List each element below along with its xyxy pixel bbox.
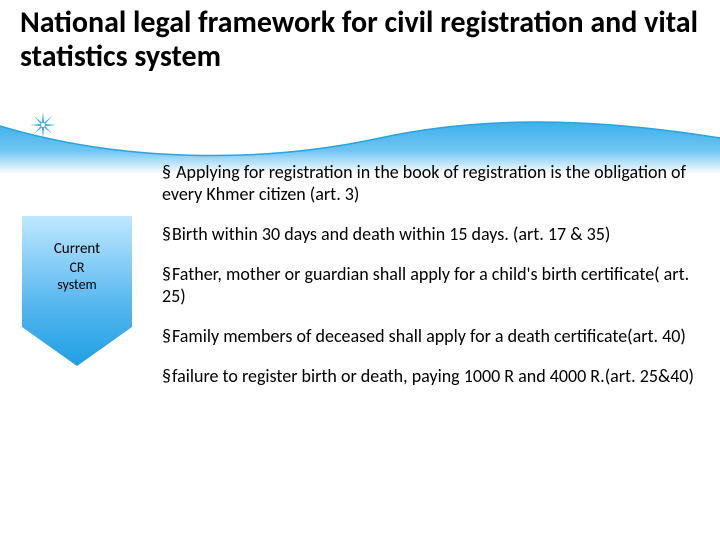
bullet-marker: § [162,224,172,246]
bullet-text: Applying for registration in the book of… [162,161,686,205]
bullet-text: Birth within 30 days and death within 15… [172,223,610,245]
bullet-item: §Father, mother or guardian shall apply … [162,264,702,308]
bullet-list: § Applying for registration in the book … [162,162,702,406]
chevron-line-1: Current [54,240,100,259]
chevron-callout: Current CR system [22,216,132,366]
bullet-marker: § [162,326,172,348]
chevron-line-2: CR [54,259,100,277]
bullet-marker: § [162,162,172,184]
chevron-line-3: system [54,276,100,294]
bullet-item: §Family members of deceased shall apply … [162,326,702,348]
bullet-item: §Birth within 30 days and death within 1… [162,224,702,246]
chevron-shape: Current CR system [22,216,132,366]
slide-title: National legal framework for civil regis… [20,6,700,73]
bullet-marker: § [162,264,172,286]
bullet-marker: § [162,366,172,388]
bullet-text: failure to register birth or death, payi… [172,365,694,387]
bullet-text: Family members of deceased shall apply f… [172,325,686,347]
chevron-text: Current CR system [54,240,100,294]
burst-center [41,123,45,127]
bullet-item: §failure to register birth or death, pay… [162,366,702,388]
slide: National legal framework for civil regis… [0,0,720,540]
starburst-icon [30,112,56,138]
bullet-item: § Applying for registration in the book … [162,162,702,206]
bullet-text: Father, mother or guardian shall apply f… [162,263,689,307]
